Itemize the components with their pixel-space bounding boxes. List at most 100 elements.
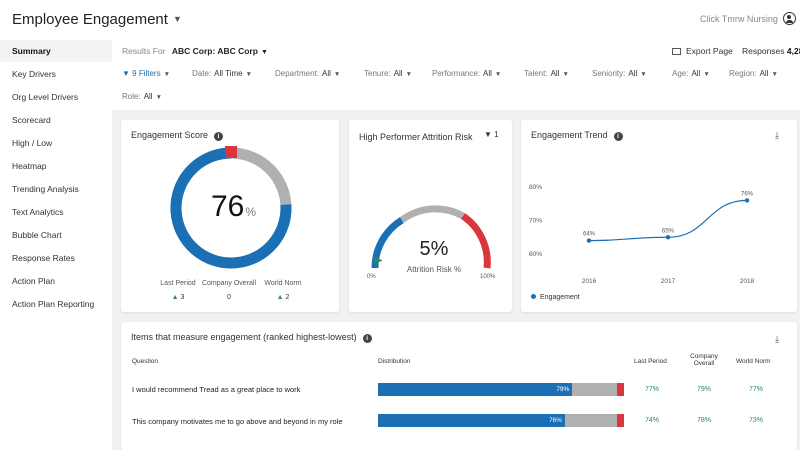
filter-value: All (628, 69, 638, 78)
sidebar-item-summary[interactable]: Summary (0, 40, 112, 62)
export-page-button[interactable]: Export Page (672, 46, 733, 56)
filter-value: All (691, 69, 701, 78)
top-bar: Employee Engagement ▼ Click Tmrw Nursing (0, 0, 800, 40)
responses-count: Responses 4,28 (742, 46, 800, 56)
comparison-label: Last Period (160, 280, 196, 287)
column-header-distribution: Distribution (378, 358, 411, 365)
chevron-down-icon: ▼ (172, 14, 182, 24)
sidebar-item-action-plan-reporting[interactable]: Action Plan Reporting (12, 299, 95, 309)
filter-label: Performance: (432, 69, 481, 78)
column-header-company: Company Overall (690, 353, 718, 367)
gauge-mid-arc (399, 205, 465, 223)
gauge-max-label: 100% (480, 274, 496, 280)
data-point[interactable] (586, 238, 592, 243)
filter-performance[interactable]: Performance: All ▼ (432, 69, 501, 78)
data-point[interactable] (665, 235, 671, 240)
legend-label: Engagement (540, 294, 580, 301)
filters-count-label: 9 Filters (132, 69, 161, 78)
filter-age[interactable]: Age: All ▼ (672, 69, 710, 78)
engagement-trend-card: Engagement Trend i ⤓ 80% 70% 60% 2016 2017 201… (521, 120, 797, 312)
engagement-score-value: 76% (211, 190, 256, 224)
engagement-score-title: Engagement Score i (131, 130, 224, 141)
user-icon[interactable] (783, 12, 796, 25)
data-point[interactable] (744, 198, 750, 203)
row-last-period: 77% (644, 386, 659, 393)
bar-favorable: 79% (378, 383, 573, 396)
comparison-value: 0 (227, 294, 231, 301)
sidebar-item-trending-analysis[interactable]: Trending Analysis (12, 184, 79, 194)
chevron-down-icon: ▼ (333, 71, 341, 78)
filter-label: Role: (122, 92, 141, 101)
chevron-down-icon: ▼ (155, 94, 163, 101)
filter-label: Talent: (524, 69, 548, 78)
chevron-down-icon: ▼ (771, 71, 778, 78)
download-icon[interactable]: ⤓ (775, 334, 779, 344)
responses-value: 4,28 (786, 46, 800, 56)
comparison-number: 2 (285, 294, 290, 301)
filter-date[interactable]: Date: All Time ▼ (192, 69, 252, 78)
filter-tenure[interactable]: Tenure: All ▼ (364, 69, 412, 78)
comparison-value: ▲ 3 (148, 294, 208, 301)
x-tick-label: 2017 (661, 278, 676, 285)
card-title-text: Engagement Score (131, 130, 209, 140)
trend-legend: Engagement (531, 294, 580, 301)
results-for-selector[interactable]: ABC Corp: ABC Corp ▼ (172, 46, 268, 56)
printer-icon (672, 48, 681, 55)
info-icon[interactable]: i (362, 334, 372, 343)
attrition-filter[interactable]: ▼ 1 (484, 130, 499, 139)
distribution-bar: 76% (378, 414, 624, 427)
app-title: Employee Engagement (12, 11, 168, 28)
bar-neutral (572, 383, 617, 396)
sidebar-item-org-level-drivers[interactable]: Org Level Drivers (12, 92, 79, 102)
card-title-text: Engagement Trend (531, 130, 608, 140)
y-tick-label: 60% (529, 251, 542, 258)
info-icon[interactable]: i (214, 132, 224, 141)
top-right-link[interactable]: Click Tmrw Nursing (700, 14, 778, 24)
sidebar-item-heatmap[interactable]: Heatmap (12, 161, 47, 171)
bar-unfavorable (616, 383, 624, 396)
filter-role[interactable]: Role: All ▼ (122, 92, 162, 101)
responses-label: Responses (742, 46, 785, 56)
column-header-question: Question (132, 358, 159, 365)
info-icon[interactable]: i (613, 132, 623, 141)
filter-talent[interactable]: Talent: All ▼ (524, 69, 569, 78)
filter-value: All (483, 69, 492, 78)
comparison-label: Company Overall (201, 280, 257, 287)
filter-value: All (322, 69, 331, 78)
filter-label: Department: (275, 69, 320, 78)
download-icon[interactable]: ⤓ (775, 130, 779, 140)
filter-department[interactable]: Department: All ▼ (275, 69, 340, 78)
gauge-high-arc (460, 213, 491, 269)
legend-dot (531, 294, 536, 299)
filter-count: 1 (494, 130, 499, 139)
sidebar-item-text-analytics[interactable]: Text Analytics (12, 207, 64, 217)
sidebar-item-high-low[interactable]: High / Low (12, 138, 53, 148)
comparison-label: World Norm (264, 280, 302, 287)
sidebar-item-key-drivers[interactable]: Key Drivers (12, 69, 56, 79)
arrow-up-icon: ▲ (171, 294, 179, 301)
engagement-trend-title: Engagement Trend i (531, 130, 623, 141)
app-title-dropdown[interactable]: Employee Engagement ▼ (12, 11, 182, 28)
bar-favorable: 76% (378, 414, 565, 427)
chevron-down-icon: ▼ (260, 49, 268, 56)
attrition-risk-card: High Performer Attrition Risk ▼ 1 5% Att… (349, 120, 512, 312)
score-unit: % (245, 205, 257, 219)
row-company: 78% (696, 417, 711, 424)
sidebar-item-scorecard[interactable]: Scorecard (12, 115, 51, 125)
comparison-number: 3 (180, 294, 185, 301)
filter-seniority[interactable]: Seniority: All ▼ (592, 69, 647, 78)
sidebar-item-action-plan[interactable]: Action Plan (12, 276, 55, 286)
chevron-down-icon: ▼ (245, 71, 253, 78)
filters-toggle[interactable]: ▼ 9 Filters ▼ (122, 69, 170, 78)
filter-icon: ▼ (122, 69, 133, 78)
data-label: 76% (741, 191, 754, 197)
sidebar-item-bubble-chart[interactable]: Bubble Chart (12, 230, 62, 240)
filter-region[interactable]: Region: All ▼ (729, 69, 778, 78)
series-line-engagement (588, 199, 748, 242)
filter-label: Age: (672, 69, 689, 78)
data-label: 64% (583, 232, 596, 238)
filter-label: Seniority: (592, 69, 626, 78)
attrition-label: Attrition Risk % (406, 265, 462, 274)
sidebar-item-response-rates[interactable]: Response Rates (12, 253, 75, 263)
row-company: 79% (696, 386, 711, 393)
